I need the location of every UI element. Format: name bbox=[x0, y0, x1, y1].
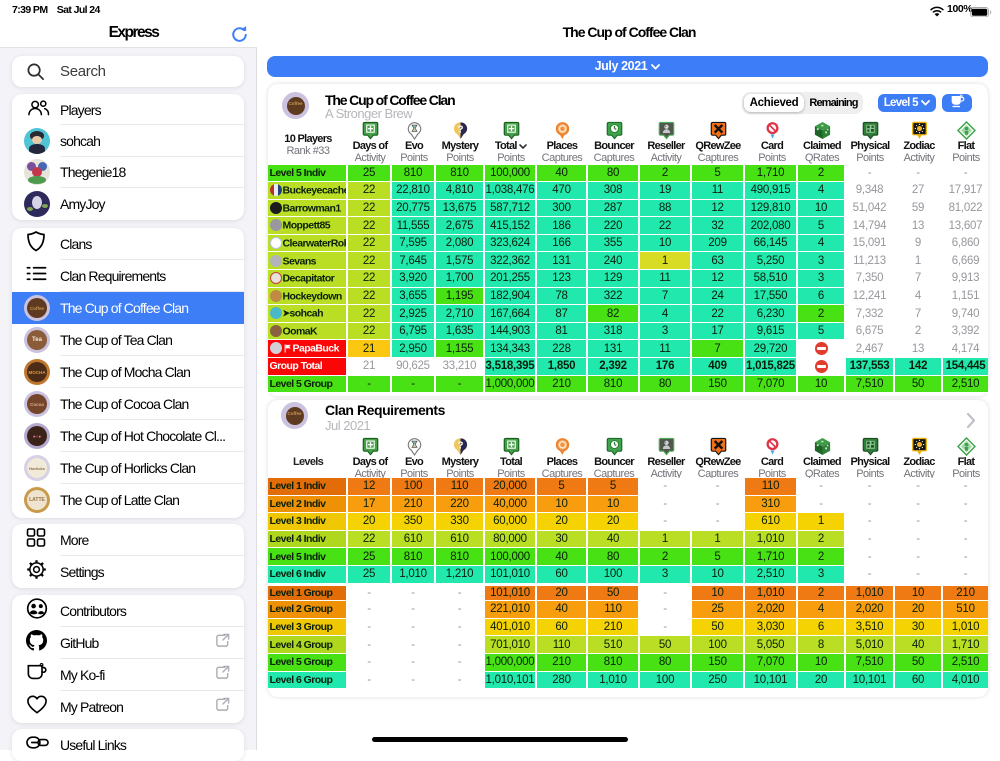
svg-text:?: ? bbox=[457, 440, 463, 451]
svg-text:?: ? bbox=[457, 124, 463, 135]
